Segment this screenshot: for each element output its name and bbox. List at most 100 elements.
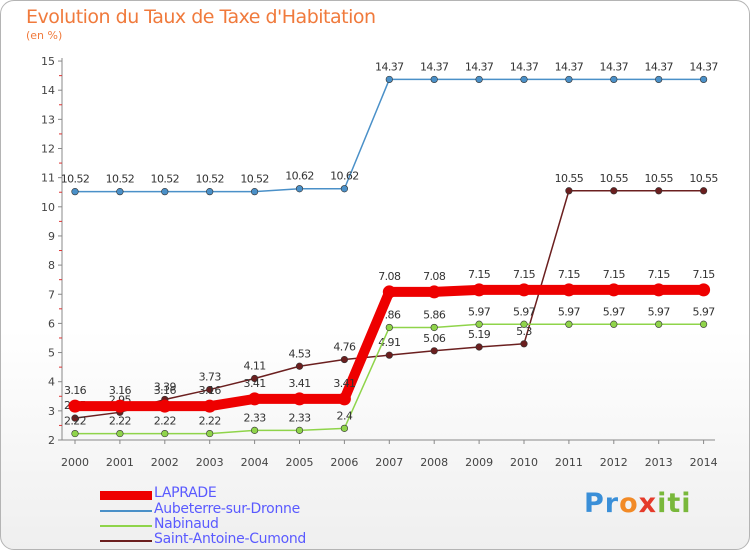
data-point-saint-antoine-cumond [520,340,528,348]
data-point-aubeterre-sur-dronne [161,188,169,196]
y-tick-label: 12 [41,143,55,156]
data-point-aubeterre-sur-dronne [71,188,79,196]
y-tick-label: 8 [48,259,55,272]
x-tick-label: 2013 [645,456,673,469]
data-point-saint-antoine-cumond [71,414,79,422]
data-label-nabinaud: 5.97 [468,305,491,318]
legend-swatch-laprade [100,491,152,500]
data-point-laprade [427,285,441,299]
data-point-nabinaud [71,429,79,438]
chart-unit-label: (en %) [26,29,63,42]
data-point-laprade [472,283,486,297]
x-tick-label: 2002 [151,456,179,469]
data-label-aubeterre-sur-dronne: 14.37 [689,60,718,73]
y-tick-label: 10 [41,201,55,214]
data-point-saint-antoine-cumond [475,343,483,351]
data-point-saint-antoine-cumond [206,385,214,394]
data-label-laprade: 3.16 [64,384,87,397]
x-tick-label: 2008 [420,456,448,469]
data-label-aubeterre-sur-dronne: 10.62 [285,170,314,183]
data-point-laprade [562,283,576,297]
data-label-aubeterre-sur-dronne: 14.37 [375,60,404,73]
data-point-saint-antoine-cumond [430,347,438,355]
data-label-saint-antoine-cumond: 5.06 [423,332,446,345]
data-point-aubeterre-sur-dronne [655,75,663,84]
data-point-saint-antoine-cumond [340,355,349,364]
data-point-nabinaud [161,429,169,438]
data-label-saint-antoine-cumond: 4.76 [333,341,356,354]
data-label-nabinaud: 2.33 [244,411,267,424]
data-label-aubeterre-sur-dronne: 10.52 [61,173,90,186]
data-label-nabinaud: 5.86 [423,308,446,321]
data-label-nabinaud: 2.22 [64,415,86,428]
data-point-aubeterre-sur-dronne [340,185,349,193]
data-label-saint-antoine-cumond: 4.91 [378,336,400,349]
data-point-laprade [158,399,172,413]
x-tick-label: 2011 [555,456,583,469]
data-point-aubeterre-sur-dronne [565,75,573,84]
legend-label-aubeterre: Aubeterre-sur-Dronne [154,501,300,517]
legend-item-nabinaud: Nabinaud [100,516,360,534]
x-tick-label: 2014 [690,456,718,469]
legend-item-laprade: LAPRADE [100,485,360,503]
data-label-laprade: 7.15 [693,268,716,281]
x-tick-label: 2009 [465,456,493,469]
data-point-nabinaud [206,429,214,438]
data-label-nabinaud: 2.22 [154,415,176,428]
data-label-nabinaud: 5.97 [558,305,581,318]
data-point-aubeterre-sur-dronne [385,75,393,84]
x-tick-label: 2003 [196,456,224,469]
x-tick-label: 2004 [241,456,269,469]
data-point-laprade [203,399,217,413]
data-label-laprade: 7.15 [603,268,626,281]
data-label-saint-antoine-cumond: 4.11 [244,359,266,372]
y-tick-label: 5 [48,347,55,360]
data-point-laprade [607,283,621,297]
x-tick-label: 2000 [61,456,89,469]
legend-item-saint-antoine: Saint-Antoine-Cumond [100,531,360,549]
data-point-aubeterre-sur-dronne [610,75,618,84]
legend-label-saint-antoine: Saint-Antoine-Cumond [154,531,307,547]
data-label-laprade: 7.08 [378,270,401,283]
data-label-laprade: 7.15 [513,268,536,281]
data-label-laprade: 3.41 [244,377,266,390]
y-tick-label: 13 [41,113,55,126]
x-tick-label: 2010 [510,456,538,469]
data-point-laprade [68,399,82,413]
data-point-laprade [382,285,396,299]
data-label-laprade: 3.16 [109,384,132,397]
data-point-saint-antoine-cumond [565,187,573,195]
y-tick-label: 9 [48,230,55,243]
data-point-nabinaud [430,323,438,332]
data-label-laprade: 7.15 [468,268,491,281]
data-label-aubeterre-sur-dronne: 14.37 [510,60,539,73]
data-label-aubeterre-sur-dronne: 10.52 [151,173,180,186]
data-point-aubeterre-sur-dronne [430,75,438,84]
chart-title: Evolution du Taux de Taxe d'Habitation [26,6,376,28]
data-point-laprade [517,283,531,297]
data-point-aubeterre-sur-dronne [475,75,483,84]
data-label-aubeterre-sur-dronne: 10.52 [106,173,135,186]
legend-swatch-nabinaud [100,525,152,527]
proxiti-logo: Proxiti [584,488,692,519]
data-label-aubeterre-sur-dronne: 14.37 [600,60,629,73]
data-label-nabinaud: 2.22 [199,415,221,428]
y-tick-label: 15 [41,55,55,68]
data-label-nabinaud: 2.22 [109,415,131,428]
data-point-nabinaud [520,320,528,328]
legend-swatch-aubeterre [100,510,152,512]
data-point-laprade [113,399,127,413]
data-label-laprade: 7.15 [648,268,671,281]
data-point-laprade [652,283,666,297]
data-point-nabinaud [340,424,349,432]
data-label-nabinaud: 2.4 [337,409,353,422]
legend-swatch-saint-antoine [100,540,152,542]
data-label-aubeterre-sur-dronne: 10.52 [195,173,224,186]
legend-label-nabinaud: Nabinaud [154,516,219,532]
data-point-laprade [293,392,306,406]
data-label-nabinaud: 5.97 [513,305,536,318]
y-tick-label: 14 [41,84,55,97]
data-point-saint-antoine-cumond [251,374,259,383]
data-point-aubeterre-sur-dronne [206,188,214,196]
x-tick-label: 2007 [375,456,403,469]
